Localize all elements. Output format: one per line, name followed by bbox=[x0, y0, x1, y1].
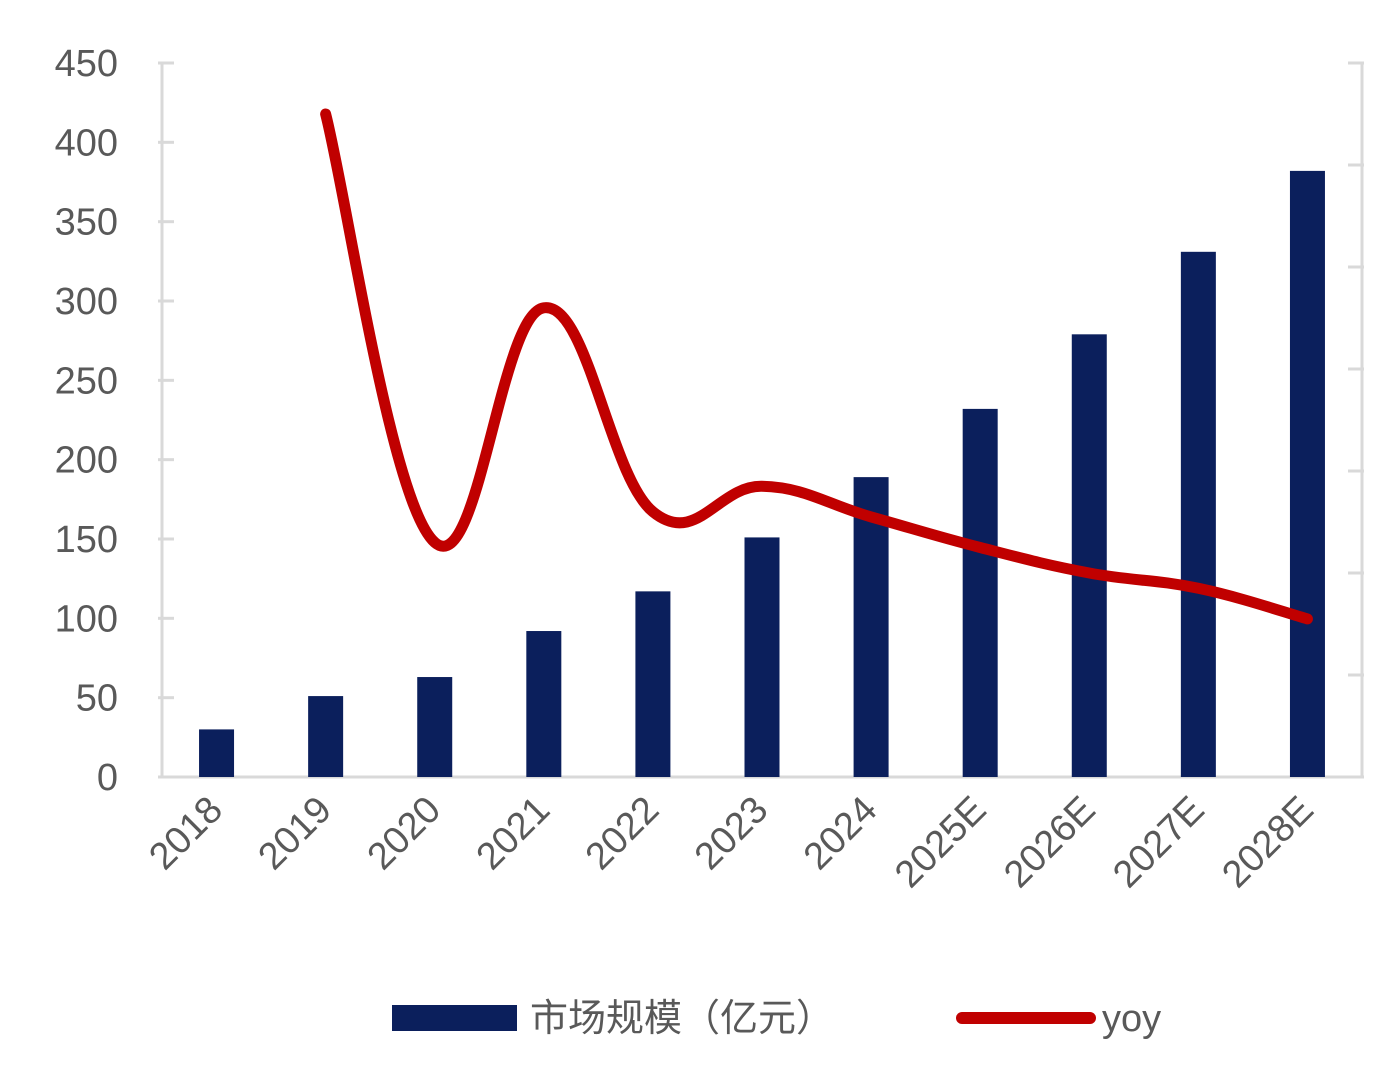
x-tick-label: 2025E bbox=[887, 789, 994, 896]
bar-2028E bbox=[1289, 170, 1325, 778]
y-tick-label: 50 bbox=[76, 678, 118, 720]
x-tick-label: 2021 bbox=[469, 789, 558, 878]
yoy-line bbox=[320, 108, 1313, 625]
legend-swatch-bar bbox=[392, 1005, 517, 1031]
y-tick-label: 100 bbox=[55, 598, 118, 640]
yoy-line-path bbox=[320, 108, 1313, 625]
bar-2025E bbox=[962, 408, 998, 777]
legend-label-bar: 市场规模（亿元） bbox=[530, 998, 834, 1040]
x-tick-label: 2018 bbox=[141, 789, 230, 878]
x-tick-label: 2023 bbox=[687, 789, 776, 878]
bars bbox=[199, 170, 1325, 778]
x-tick-label: 2022 bbox=[578, 789, 667, 878]
y-tick-label: 300 bbox=[55, 281, 118, 323]
x-tick-label: 2019 bbox=[251, 789, 340, 878]
bar-2021 bbox=[526, 631, 562, 777]
bar-2018 bbox=[199, 729, 235, 777]
bar-2027E bbox=[1180, 251, 1216, 777]
x-tick-label: 2020 bbox=[360, 789, 449, 878]
x-tick-label: 2028E bbox=[1214, 789, 1321, 896]
x-tick-label: 2024 bbox=[796, 789, 885, 878]
y-tick-label: 200 bbox=[55, 440, 118, 482]
y-tick-label: 150 bbox=[55, 519, 118, 561]
y-tick-label: 350 bbox=[55, 202, 118, 244]
bar-2020 bbox=[417, 677, 453, 777]
bar-2023 bbox=[744, 537, 780, 777]
bar-2022 bbox=[635, 591, 671, 777]
legend-label-line: yoy bbox=[1102, 998, 1161, 1040]
x-tick-label: 2027E bbox=[1105, 789, 1212, 896]
bar-2024 bbox=[853, 477, 889, 777]
legend: 市场规模（亿元） yoy bbox=[392, 998, 1161, 1040]
y-tick-label: 400 bbox=[55, 122, 118, 164]
bar-2026E bbox=[1071, 334, 1107, 777]
x-tick-label: 2026E bbox=[996, 789, 1103, 896]
bar-2019 bbox=[308, 696, 344, 777]
y-tick-label: 0 bbox=[97, 757, 118, 799]
y-tick-label: 450 bbox=[55, 43, 118, 85]
y-tick-label: 250 bbox=[55, 360, 118, 402]
